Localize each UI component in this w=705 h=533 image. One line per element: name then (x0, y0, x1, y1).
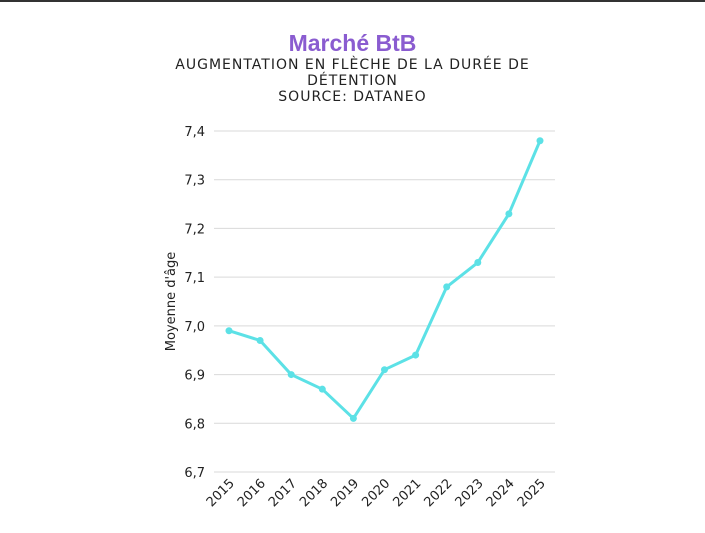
data-point (256, 336, 264, 344)
y-tick-label: 7,4 (184, 125, 205, 140)
y-tick-label: 7,0 (184, 320, 205, 335)
data-point (474, 259, 482, 267)
data-point (349, 414, 357, 422)
x-tick-label: 2015 (204, 476, 238, 510)
y-tick-label: 6,7 (184, 466, 205, 481)
x-tick-label: 2019 (328, 476, 362, 510)
y-tick-label: 7,3 (184, 174, 205, 189)
y-tick-label: 6,9 (184, 369, 205, 384)
x-tick-label: 2022 (422, 476, 456, 510)
series-line (228, 140, 542, 420)
data-point (536, 137, 544, 145)
chart-title: Marché BtB (288, 30, 417, 56)
chart-source: SOURCE: DATANEO (278, 89, 427, 105)
x-tick-label: 2020 (359, 476, 393, 510)
x-tick-label: 2016 (235, 476, 269, 510)
x-tick-label: 2025 (515, 476, 549, 510)
data-point (412, 351, 420, 359)
chart-subtitle-line: DÉTENTION (307, 73, 398, 89)
top-border (0, 0, 705, 2)
y-tick-label: 7,1 (184, 271, 205, 286)
y-tick-label: 6,8 (184, 417, 205, 432)
x-tick-label: 2018 (297, 476, 331, 510)
y-axis-label: Moyenne d'âge (164, 252, 179, 352)
x-tick-label: 2023 (453, 476, 487, 510)
x-tick-label: 2017 (266, 476, 300, 510)
data-point (287, 371, 295, 379)
data-point (225, 327, 233, 335)
x-tick-label: 2024 (484, 476, 518, 510)
data-point (318, 385, 326, 393)
data-point (443, 283, 451, 291)
data-point (381, 366, 388, 374)
y-tick-label: 7,2 (184, 222, 205, 237)
data-point (505, 210, 513, 218)
x-tick-label: 2021 (390, 476, 424, 510)
chart-subtitle-line: AUGMENTATION EN FLÈCHE DE LA DURÉE DE (175, 57, 530, 73)
